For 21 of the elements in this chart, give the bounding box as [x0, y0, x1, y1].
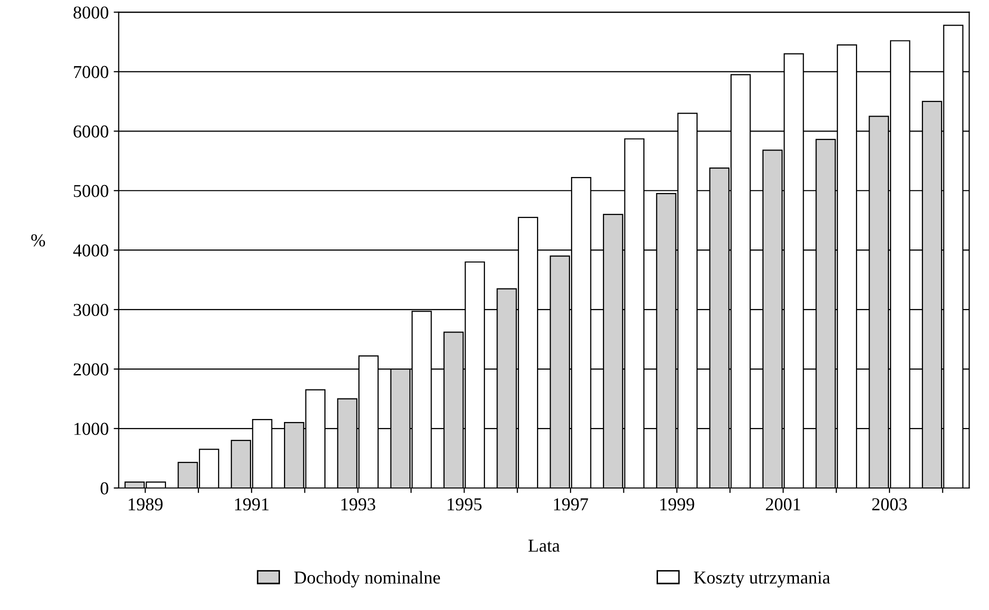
- y-axis-title: %: [31, 234, 46, 246]
- x-tick-label: 2001: [766, 498, 800, 510]
- x-axis-title: Lata: [528, 540, 560, 552]
- x-tick-label: 1989: [128, 498, 163, 510]
- y-tick-label: 2000: [74, 363, 108, 376]
- y-tick-label: 4000: [73, 244, 108, 257]
- legend-label: Dochody nominalne: [294, 570, 440, 588]
- y-tick-label: 3000: [74, 304, 108, 316]
- x-tick-label: 1993: [341, 498, 376, 510]
- x-tick-label: 1995: [448, 498, 482, 510]
- y-tick-label: 1000: [74, 422, 108, 435]
- y-tick-label: 5000: [74, 184, 108, 198]
- x-tick-label: 1997: [554, 498, 588, 510]
- legend-label: Koszty utrzymania: [694, 572, 830, 588]
- x-tick-label: 1999: [660, 498, 694, 510]
- y-tick-label: 6000: [74, 125, 108, 138]
- x-tick-label: 1991: [235, 498, 269, 510]
- y-tick-label: 8000: [74, 6, 108, 19]
- x-tick-label: 2003: [872, 498, 907, 510]
- y-tick-label: 0: [100, 482, 108, 494]
- y-tick-label: 7000: [74, 66, 108, 78]
